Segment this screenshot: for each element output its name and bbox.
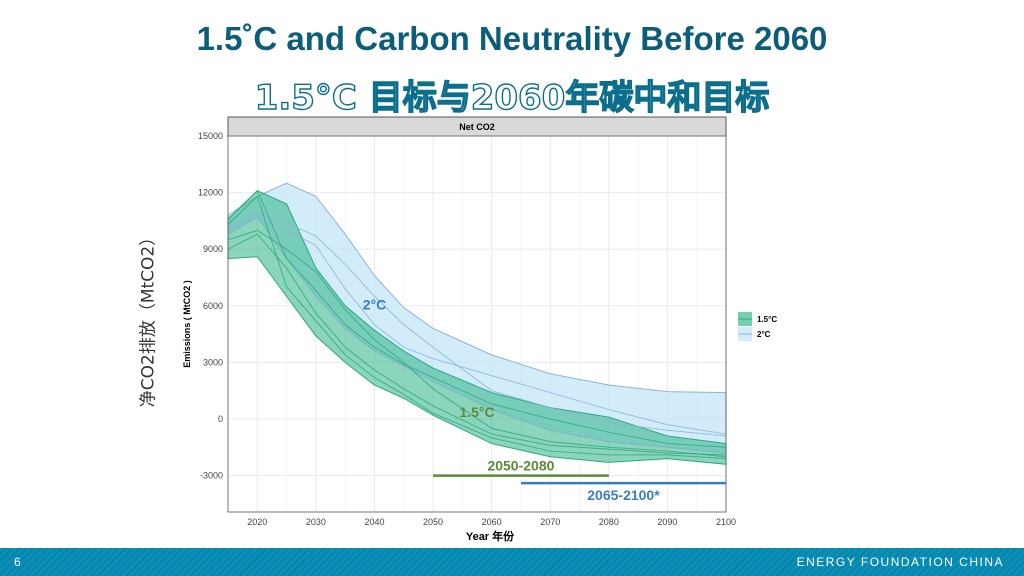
x-tick-label: 2030 [306, 517, 326, 527]
y-tick-label: 3000 [203, 357, 223, 367]
y-tick-label: 6000 [203, 301, 223, 311]
footer-bar: 6 ENERGY FOUNDATION CHINA [0, 548, 1024, 576]
x-tick-label: 2070 [540, 517, 560, 527]
slide-subtitle: 1.5°C 目标与2060年碳中和目标 [254, 77, 770, 118]
legend-label: 1.5°C [757, 315, 777, 324]
scenario-line-2c [227, 212, 727, 437]
legend-label: 2°C [757, 330, 771, 339]
x-tick-label: 2050 [423, 517, 443, 527]
plot-frame [227, 135, 727, 513]
scenario-line-2c [227, 216, 727, 435]
scenario-line-1p5c [227, 233, 727, 456]
y-tick-label: 15000 [198, 131, 223, 141]
y-axis-label: Emissions ( MtCO2 ) [182, 280, 192, 368]
y-tick-label: 0 [218, 414, 223, 424]
x-tick-label: 2090 [657, 517, 677, 527]
scenario-line-1p5c [227, 195, 727, 460]
x-tick-label: 2040 [364, 517, 384, 527]
x-tick-label: 2080 [599, 517, 619, 527]
y-tick-label: 12000 [198, 188, 223, 198]
scenario-line-1p5c [227, 189, 727, 448]
range-label: 2065-2100* [587, 487, 660, 503]
page-number: 6 [14, 555, 21, 569]
emissions-chart: Net CO2 -3000 0 3000 6000 9000 12000 15000 2020… [182, 116, 777, 543]
panel-title: Net CO2 [459, 122, 495, 132]
scenario-line-1p5c [227, 229, 727, 458]
x-axis-label: Year 年份 [466, 529, 515, 543]
annotation-label: 2°C [363, 297, 387, 313]
legend: 1.5°C 2°C [738, 312, 777, 341]
organization-name: ENERGY FOUNDATION CHINA [796, 555, 1004, 569]
y-tick-label: 9000 [203, 244, 223, 254]
x-tick-label: 2100 [716, 517, 736, 527]
y-tick-label: -3000 [200, 471, 223, 481]
slide-title: 1.5˚C and Carbon Neutrality Before 2060 [196, 20, 828, 57]
x-tick-label: 2060 [482, 517, 502, 527]
range-label: 2050-2080 [487, 458, 554, 474]
annotation-label: 1.5°C [459, 404, 494, 420]
x-tick-label: 2020 [247, 517, 267, 527]
